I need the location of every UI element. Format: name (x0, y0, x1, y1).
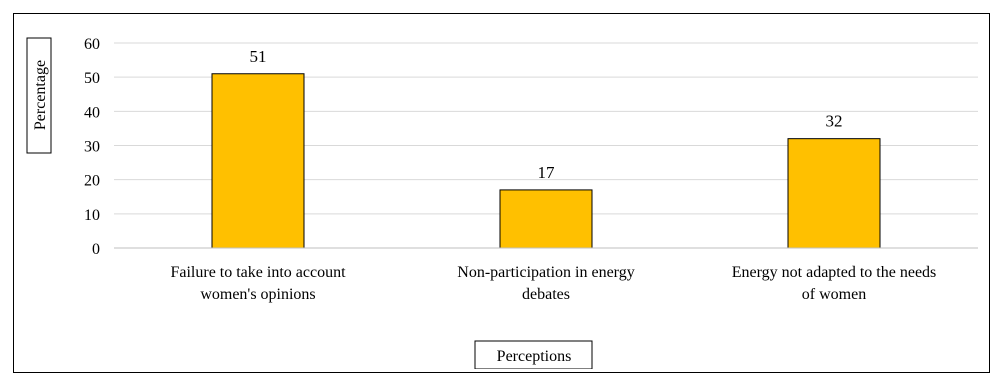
y-tick-label: 10 (84, 207, 100, 224)
bar (211, 73, 305, 249)
category-label: Energy not adapted to the needs (732, 264, 937, 281)
data-label: 51 (250, 47, 267, 66)
data-label: 17 (538, 163, 556, 182)
y-tick-label: 30 (84, 139, 100, 156)
x-axis-title-box (474, 340, 593, 369)
category-label: Non-participation in energy (457, 264, 634, 281)
category-label: debates (522, 286, 570, 303)
data-labels: 51 17 32 (250, 47, 843, 182)
category-label: Failure to take into account (170, 264, 346, 281)
y-tick-label: 50 (84, 70, 100, 87)
bar (499, 189, 593, 249)
x-axis-title: Perceptions (497, 348, 572, 365)
y-axis-title-box (26, 37, 52, 154)
y-axis-title: Percentage (32, 60, 49, 130)
y-tick-label: 20 (84, 173, 100, 190)
category-labels: Failure to take into account women's opin… (170, 264, 936, 303)
bar (787, 138, 881, 249)
category-label: of women (802, 286, 866, 303)
y-tick-label: 60 (84, 36, 100, 53)
data-label: 32 (826, 112, 843, 131)
y-tick-labels: 0 10 20 30 40 50 60 (84, 36, 100, 258)
y-tick-label: 40 (84, 104, 100, 121)
y-tick-label: 0 (92, 241, 100, 258)
bars (211, 73, 881, 249)
category-label: women's opinions (200, 286, 315, 303)
